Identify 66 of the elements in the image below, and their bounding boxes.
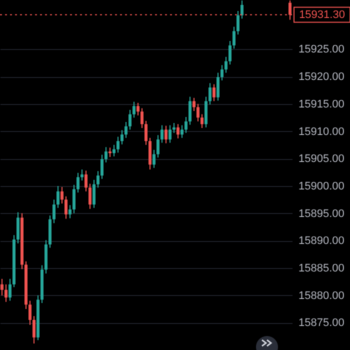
candlestick xyxy=(240,0,244,20)
y-tick-label: 15895.00 xyxy=(298,208,344,220)
ref-line-label: 15931.30 xyxy=(299,8,345,21)
y-tick-label: 15915.00 xyxy=(298,98,344,110)
candlestick xyxy=(112,144,116,157)
candlestick xyxy=(84,170,88,192)
candlestick xyxy=(32,316,36,344)
candlestick xyxy=(60,186,64,204)
candlestick xyxy=(116,136,120,154)
candlestick xyxy=(228,40,232,66)
candlestick xyxy=(96,170,100,188)
candlestick xyxy=(88,183,92,210)
y-tick-label: 15910.00 xyxy=(298,126,344,138)
y-tick-label: 15875.00 xyxy=(298,317,344,330)
y-tick-label: 15920.00 xyxy=(298,71,344,84)
y-tick-label: 15885.00 xyxy=(298,262,344,274)
candlestick xyxy=(200,114,204,128)
candlestick xyxy=(92,179,96,208)
candlestick xyxy=(72,184,76,214)
y-tick-label: 15880.00 xyxy=(298,290,344,302)
candlestick xyxy=(176,124,180,139)
candlestick xyxy=(16,212,20,244)
candlestick xyxy=(4,284,8,302)
candlestick xyxy=(80,169,84,181)
candlestick xyxy=(188,96,192,126)
y-tick-label: 15890.00 xyxy=(298,235,344,248)
candlestick xyxy=(152,149,156,168)
candlestick xyxy=(76,172,80,193)
candlestick xyxy=(52,199,56,224)
y-tick-label: 15900.00 xyxy=(298,180,344,192)
candlestick xyxy=(208,82,212,105)
candlestick xyxy=(8,278,12,302)
candlestick xyxy=(172,122,176,134)
candlestick xyxy=(160,124,164,144)
candlestick xyxy=(148,137,152,170)
candlestick xyxy=(164,125,168,144)
candlestick xyxy=(120,130,124,145)
candlestick xyxy=(68,204,72,219)
candlestick xyxy=(144,120,148,146)
candlestick xyxy=(236,10,240,35)
candlestick xyxy=(212,84,216,102)
y-tick-label: 15925.00 xyxy=(298,44,344,56)
candlestick xyxy=(136,102,140,116)
candlestick xyxy=(184,116,188,134)
candlestick xyxy=(132,101,136,118)
candlestick xyxy=(124,121,128,138)
candlestick xyxy=(220,64,224,81)
candlestick xyxy=(196,103,200,122)
candlestick xyxy=(224,56,228,74)
y-tick-label: 15905.00 xyxy=(298,153,344,166)
candlestick xyxy=(232,26,236,50)
candlestick xyxy=(64,196,68,220)
candlestick xyxy=(28,300,32,326)
candlestick xyxy=(156,134,160,158)
candlestick xyxy=(100,154,104,180)
candlestick xyxy=(180,124,184,138)
candlestick xyxy=(204,96,208,128)
candlestick xyxy=(168,124,172,144)
candlestick xyxy=(192,97,196,112)
candlestick xyxy=(216,72,220,102)
candlestick xyxy=(0,278,4,296)
candlestick xyxy=(128,109,132,130)
candlestick xyxy=(140,108,144,128)
candlestick xyxy=(108,147,112,158)
candlestick xyxy=(104,146,108,163)
candlestick xyxy=(56,185,60,208)
